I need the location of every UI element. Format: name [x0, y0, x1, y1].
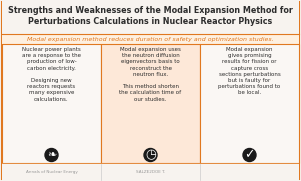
Text: ◷: ◷: [145, 148, 156, 161]
Circle shape: [243, 148, 256, 161]
Text: Modal expansion method reduces duration of safety and optimization studies.: Modal expansion method reduces duration …: [27, 37, 274, 41]
Text: Modal expansion
gives promising
results for fission or
capture cross
sections pe: Modal expansion gives promising results …: [218, 47, 281, 95]
FancyBboxPatch shape: [2, 163, 299, 181]
FancyBboxPatch shape: [2, 44, 101, 163]
Text: Nuclear power plants
are a response to the
production of low-
carbon electricity: Nuclear power plants are a response to t…: [22, 47, 81, 102]
Text: SALZE2DOE T.: SALZE2DOE T.: [136, 170, 165, 174]
Text: Strengths and Weaknesses of the Modal Expansion Method for
Perturbations Calcula: Strengths and Weaknesses of the Modal Ex…: [8, 6, 293, 26]
Text: ❧: ❧: [47, 150, 56, 160]
FancyBboxPatch shape: [2, 34, 299, 44]
Text: Modal expansion uses
the neutron diffusion
eigenvectors basis to
reconstruct the: Modal expansion uses the neutron diffusi…: [119, 47, 182, 102]
Circle shape: [45, 148, 58, 161]
FancyBboxPatch shape: [101, 44, 200, 163]
Circle shape: [144, 148, 157, 161]
FancyBboxPatch shape: [2, 2, 299, 179]
Text: Annals of Nuclear Energy: Annals of Nuclear Energy: [26, 170, 77, 174]
FancyBboxPatch shape: [200, 44, 299, 163]
Text: ✓: ✓: [244, 148, 255, 161]
FancyBboxPatch shape: [2, 0, 299, 34]
